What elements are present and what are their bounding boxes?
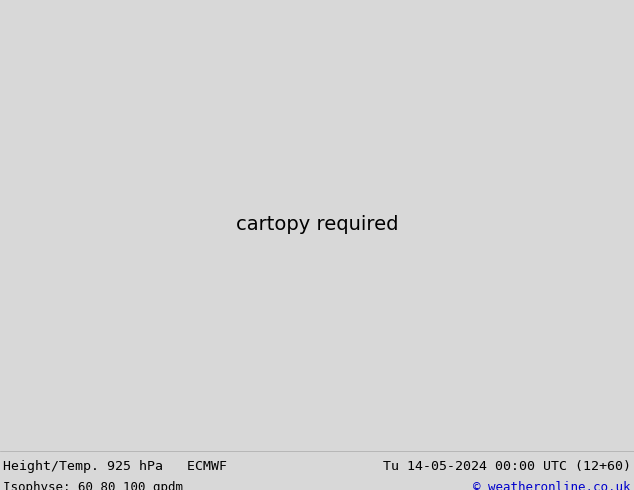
Text: Tu 14-05-2024 00:00 UTC (12+60): Tu 14-05-2024 00:00 UTC (12+60) xyxy=(383,460,631,473)
Text: Isophyse: 60 80 100 gpdm: Isophyse: 60 80 100 gpdm xyxy=(3,481,183,490)
Text: Height/Temp. 925 hPa   ECMWF: Height/Temp. 925 hPa ECMWF xyxy=(3,460,227,473)
Text: cartopy required: cartopy required xyxy=(236,216,398,234)
Text: © weatheronline.co.uk: © weatheronline.co.uk xyxy=(474,481,631,490)
